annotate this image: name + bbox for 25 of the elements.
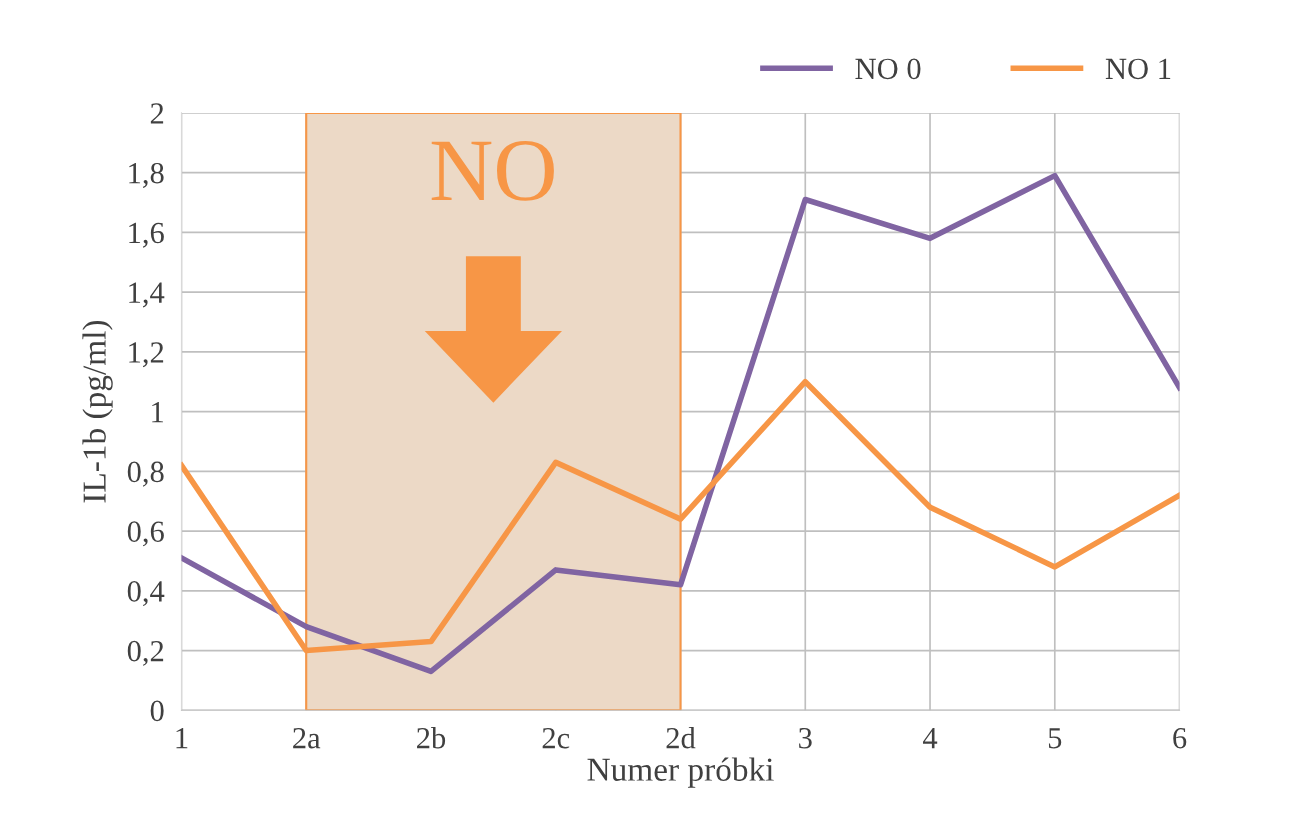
x-tick-label: 3 (799, 727, 812, 749)
legend-label: NO 0 (855, 58, 921, 80)
y-tick-label: 0,4 (127, 581, 165, 607)
y-tick-label: 0,2 (127, 640, 164, 666)
x-tick-label: 2b (417, 726, 446, 749)
x-tick-label: 4 (922, 728, 938, 749)
y-tick-label: 1 (152, 402, 163, 423)
y-axis-title: IL-1b (pg/ml) (82, 320, 113, 503)
x-tick-label: 1 (176, 727, 188, 749)
y-tick-label: 2 (150, 103, 164, 124)
y-tick-label: 0 (150, 700, 164, 722)
band-label: NO (431, 141, 554, 201)
y-tick-label: 1,4 (129, 282, 165, 308)
y-tick-label: 0,8 (127, 461, 164, 487)
x-axis-title: Numer próbki (587, 757, 774, 788)
y-tick-label: 1,2 (129, 342, 164, 368)
x-tick-label: 2d (666, 726, 696, 749)
x-tick-label: 2c (542, 727, 570, 749)
y-tick-label: 1,8 (129, 162, 164, 188)
y-tick-label: 1,6 (129, 222, 164, 248)
x-tick-label: 5 (1048, 728, 1062, 749)
legend-label: NO 1 (1105, 58, 1171, 80)
x-tick-label: 6 (1173, 727, 1187, 749)
x-tick-label: 2a (293, 727, 321, 749)
y-tick-label: 0,6 (127, 521, 164, 547)
